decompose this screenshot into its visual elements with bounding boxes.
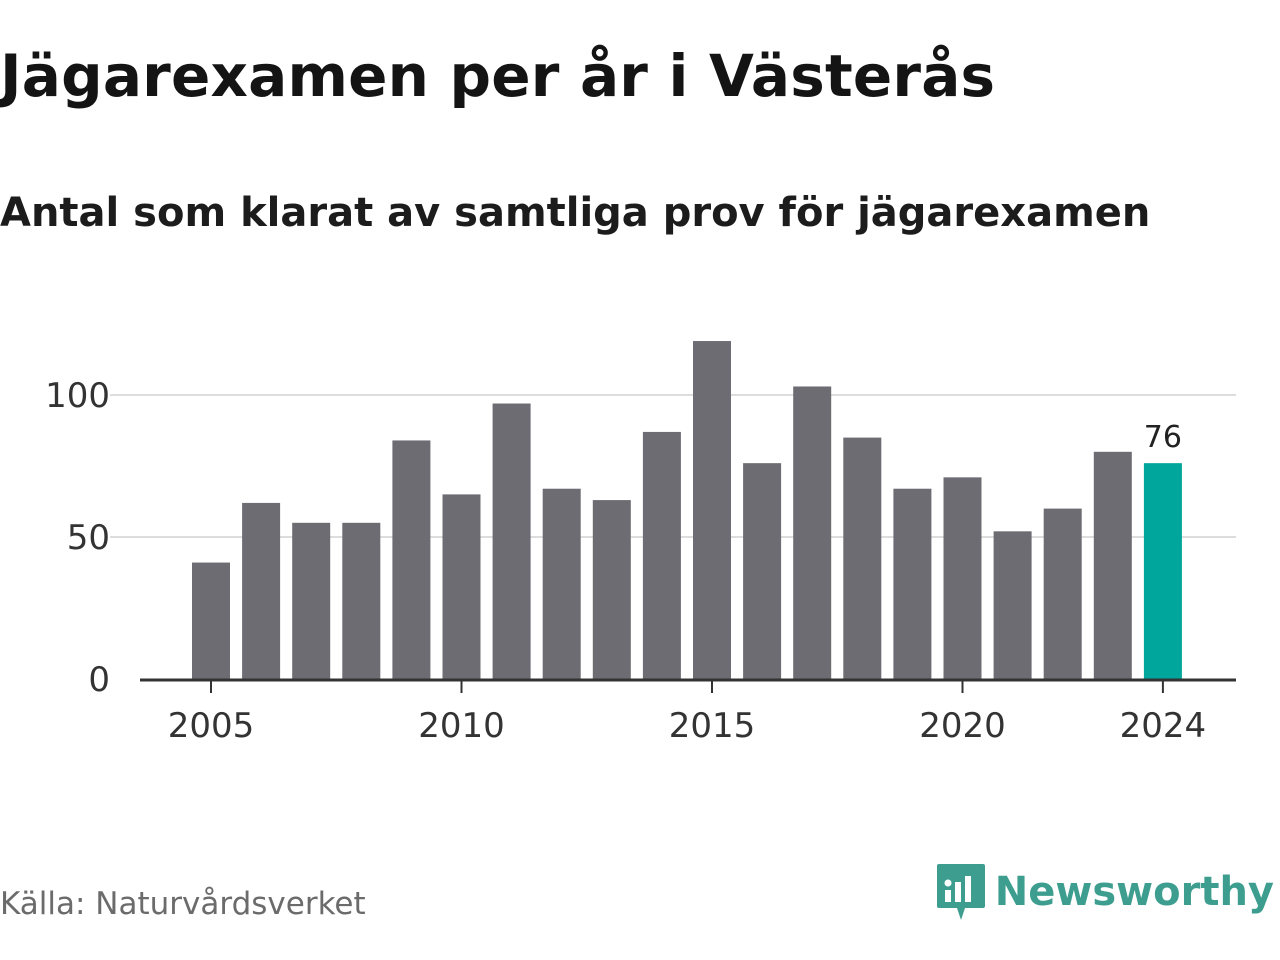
bar-2020 (943, 477, 982, 679)
bars (192, 341, 1182, 679)
axes (140, 678, 1236, 693)
labels: 0 50 100 76 2005 2010 2015 2020 2024 (45, 376, 1206, 746)
x-tick-label: 2020 (919, 706, 1006, 746)
bar-2023 (1093, 451, 1132, 679)
bar-2013 (592, 500, 631, 679)
bar-2022 (1043, 508, 1082, 679)
bar-2019 (893, 488, 932, 679)
chart-subtitle: Antal som klarat av samtliga prov för jä… (0, 190, 1151, 236)
bar-2010 (442, 494, 481, 679)
bar-2017 (793, 386, 832, 679)
brand-name: Newsworthy (994, 869, 1274, 915)
bar-2007 (292, 522, 331, 679)
bar-2021 (993, 531, 1032, 679)
bar-2024 (1143, 463, 1182, 679)
x-tick-label: 2005 (168, 706, 255, 746)
bar-2005 (192, 562, 230, 679)
bar-2018 (843, 437, 882, 679)
source-note: Källa: Naturvårdsverket (0, 886, 366, 922)
bar-2016 (743, 463, 782, 679)
y-tick-label: 100 (45, 376, 110, 416)
y-tick-label: 0 (88, 660, 110, 700)
x-tick-label: 2010 (418, 706, 505, 746)
bar-chart: 0 50 100 76 2005 2010 2015 2020 2024 (45, 341, 1236, 746)
bar-2011 (492, 403, 531, 679)
chart-title: Jägarexamen per år i Västerås (0, 42, 996, 110)
bar-2006 (242, 502, 281, 679)
bar-2012 (542, 488, 581, 679)
y-tick-label: 50 (67, 518, 110, 558)
newsworthy-logo-icon (936, 864, 985, 920)
x-tick-label: 2024 (1120, 706, 1207, 746)
bar-2009 (392, 440, 431, 679)
x-tick-label: 2015 (669, 706, 756, 746)
brand-logo: Newsworthy (935, 862, 1274, 922)
data-label: 76 (1144, 420, 1182, 455)
bar-2008 (342, 522, 381, 679)
bar-2014 (642, 431, 681, 679)
bar-2015 (693, 341, 731, 679)
